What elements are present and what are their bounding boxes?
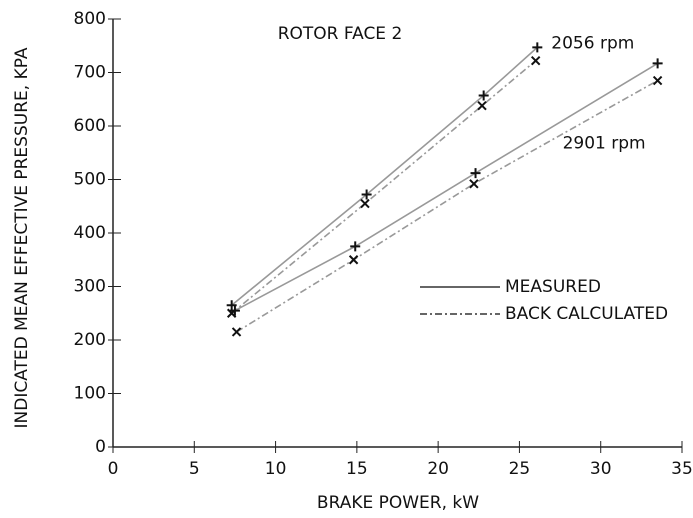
y-tick-label: 700 — [74, 63, 106, 83]
y-tick-label: 600 — [74, 116, 106, 136]
y-tick-label: 200 — [74, 330, 106, 350]
x-tick-label: 35 — [671, 459, 693, 479]
chart-title: ROTOR FACE 2 — [278, 24, 403, 44]
x-tick-label: 25 — [509, 459, 531, 479]
y-tick-label: 0 — [95, 437, 106, 457]
data-point — [652, 58, 663, 69]
x-tick-label: 10 — [265, 459, 287, 479]
legend-label: MEASURED — [505, 277, 601, 297]
data-point — [470, 168, 481, 179]
y-tick-label: 100 — [74, 384, 106, 404]
data-point — [231, 327, 242, 337]
x-tick-label: 5 — [189, 459, 200, 479]
data-point — [360, 198, 370, 209]
y-tick-label: 500 — [74, 170, 106, 190]
data-point — [478, 90, 489, 101]
data-point — [532, 42, 543, 53]
series-line — [236, 79, 659, 333]
x-axis-label: BRAKE POWER, kW — [317, 493, 479, 513]
data-point — [477, 100, 487, 111]
x-tick-label: 0 — [108, 459, 119, 479]
y-tick-label: 800 — [74, 9, 106, 29]
y-tick-label: 400 — [74, 223, 106, 243]
y-axis-label: INDICATED MEAN EFFECTIVE PRESSURE, KPA — [12, 47, 32, 428]
data-point — [348, 255, 359, 265]
x-tick-label: 20 — [427, 459, 449, 479]
x-tick-label: 30 — [590, 459, 612, 479]
x-tick-label: 15 — [346, 459, 368, 479]
y-tick-label: 300 — [74, 277, 106, 297]
series-label: 2056 rpm — [551, 33, 634, 53]
series-line — [231, 46, 538, 306]
data-point — [469, 179, 479, 189]
series-line — [231, 60, 537, 314]
data-point — [229, 305, 240, 316]
data-point — [361, 189, 372, 200]
series-line — [234, 62, 659, 312]
data-point — [350, 241, 361, 252]
data-point — [226, 300, 237, 311]
data-point — [530, 56, 541, 66]
series-label: 2901 rpm — [563, 133, 646, 153]
legend-label: BACK CALCULATED — [505, 304, 668, 324]
data-point — [652, 75, 663, 86]
